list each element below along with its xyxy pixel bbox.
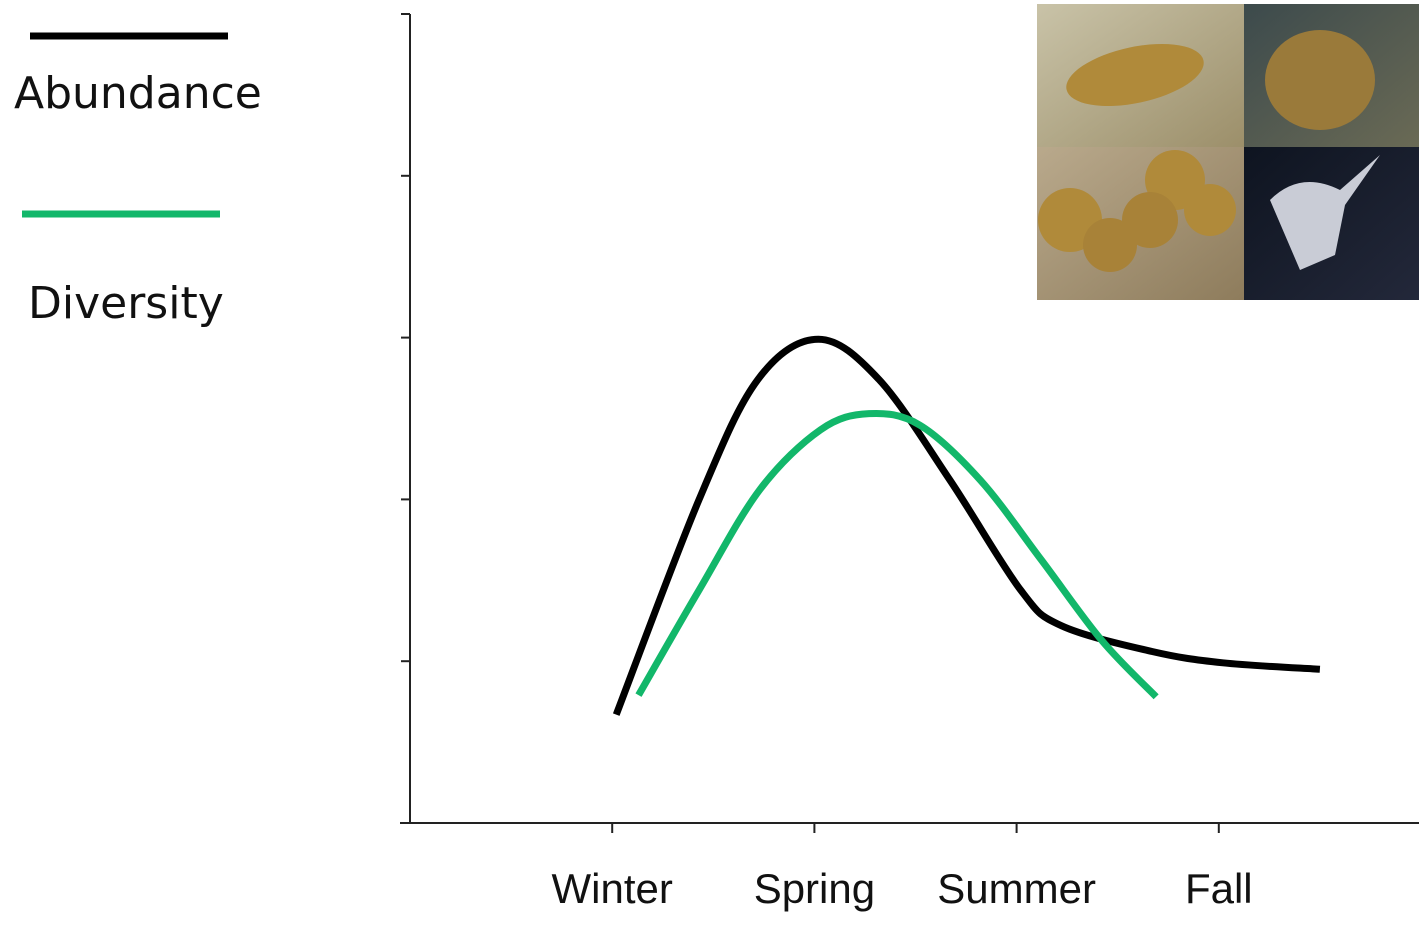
photo-collage [1037,4,1419,300]
legend-label: Diversity [28,278,224,329]
x-tick-label: Fall [1185,865,1253,912]
x-tick-label: Summer [937,865,1096,912]
x-tick-label: Winter [552,865,673,912]
legend: Abundance Diversity [14,32,262,329]
line [635,409,1159,700]
line [612,335,1321,716]
legend-label: Abundance [14,68,262,119]
x-tick-label: Spring [754,865,875,912]
